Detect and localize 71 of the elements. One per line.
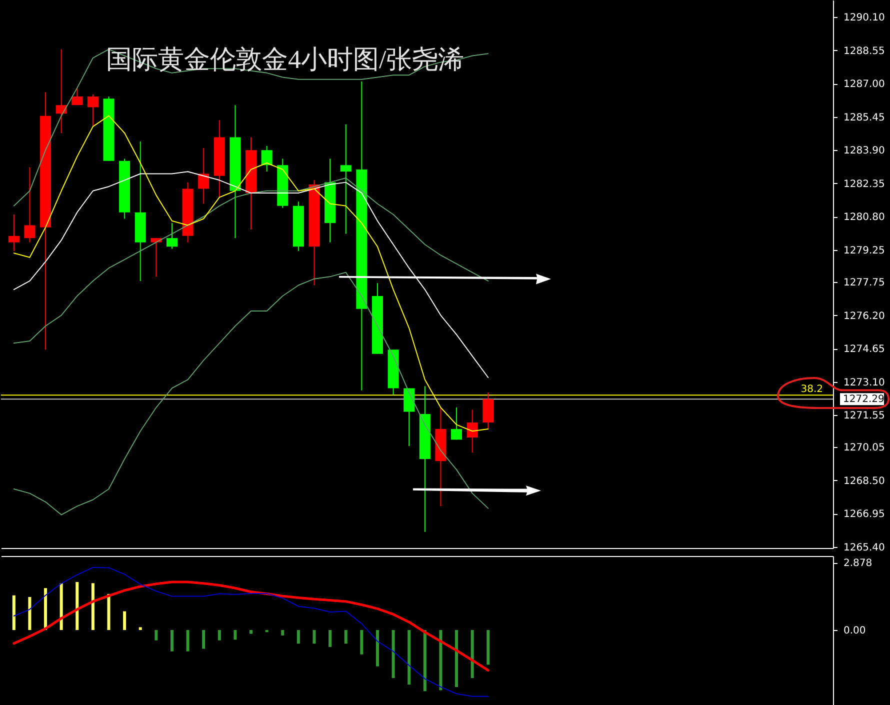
candlestick — [72, 87, 83, 106]
candlestick — [404, 388, 415, 447]
candlestick — [56, 48, 67, 134]
y-tick-label: 0.00 — [844, 626, 866, 637]
bar — [312, 630, 316, 644]
bar — [234, 630, 237, 640]
y-tick-label: 1268.50 — [844, 476, 885, 487]
bar — [408, 630, 411, 685]
bar — [470, 630, 474, 678]
candlestick — [87, 94, 98, 128]
candlestick — [340, 124, 352, 234]
y-tick-label: 1283.90 — [844, 146, 885, 157]
bar — [328, 630, 332, 647]
y-tick-label: 1288.55 — [844, 46, 885, 57]
y-tick-label: 1290.10 — [844, 12, 885, 24]
y-tick-label: 1287.00 — [844, 79, 885, 90]
candlestick — [150, 238, 162, 278]
ref-line-label: 1272.29 — [843, 394, 884, 406]
bar — [281, 630, 284, 636]
bar — [455, 630, 458, 687]
candlestick — [451, 407, 462, 440]
line-series — [12, 580, 490, 672]
y-tick-label: 1279.25 — [844, 245, 885, 256]
y-tick-label: 1280.80 — [844, 212, 885, 224]
candlestick — [261, 145, 272, 172]
y-tick-label: 1273.10 — [844, 377, 885, 388]
bar — [28, 597, 32, 630]
y-tick-label: 2.878 — [844, 558, 872, 570]
candlestick — [166, 222, 178, 250]
y-tick-label: 1282.35 — [844, 178, 885, 190]
bar — [60, 583, 63, 630]
y-tick-label: 1270.05 — [844, 442, 885, 454]
candlestick — [198, 147, 210, 204]
bar — [218, 630, 221, 640]
candlestick — [8, 214, 20, 252]
bar — [76, 582, 79, 630]
bar — [360, 630, 364, 654]
line-series — [13, 48, 489, 206]
y-tick-label: 1274.65 — [844, 344, 885, 356]
bar — [344, 630, 348, 644]
bar — [91, 583, 94, 630]
bar — [423, 630, 426, 692]
bar — [123, 611, 126, 630]
bar — [170, 630, 174, 652]
y-tick-label: 1285.45 — [844, 112, 885, 124]
line-series — [13, 178, 489, 344]
bar — [107, 594, 110, 630]
bar — [296, 630, 300, 644]
y-tick-label: 1277.75 — [844, 278, 885, 289]
bar — [186, 630, 190, 652]
y-tick-label: 1266.95 — [844, 509, 885, 520]
annotation: 38.2 — [800, 384, 823, 396]
bar — [376, 630, 379, 666]
y-tick-label: 1271.55 — [844, 410, 885, 422]
candlestick — [466, 409, 478, 454]
line-series — [13, 171, 489, 378]
line-series — [13, 272, 489, 516]
bar — [439, 630, 442, 690]
bar — [138, 627, 142, 630]
bar — [12, 595, 16, 630]
bar — [202, 630, 206, 649]
bar — [250, 630, 253, 634]
candlestick — [24, 166, 36, 243]
y-tick-label: 1265.40 — [844, 542, 885, 554]
candlestick — [482, 392, 494, 430]
bar — [486, 630, 490, 665]
line-series — [13, 566, 489, 697]
bar — [44, 588, 48, 630]
bar — [392, 630, 395, 678]
bar — [154, 630, 158, 640]
y-tick-label: 1276.20 — [844, 310, 885, 322]
